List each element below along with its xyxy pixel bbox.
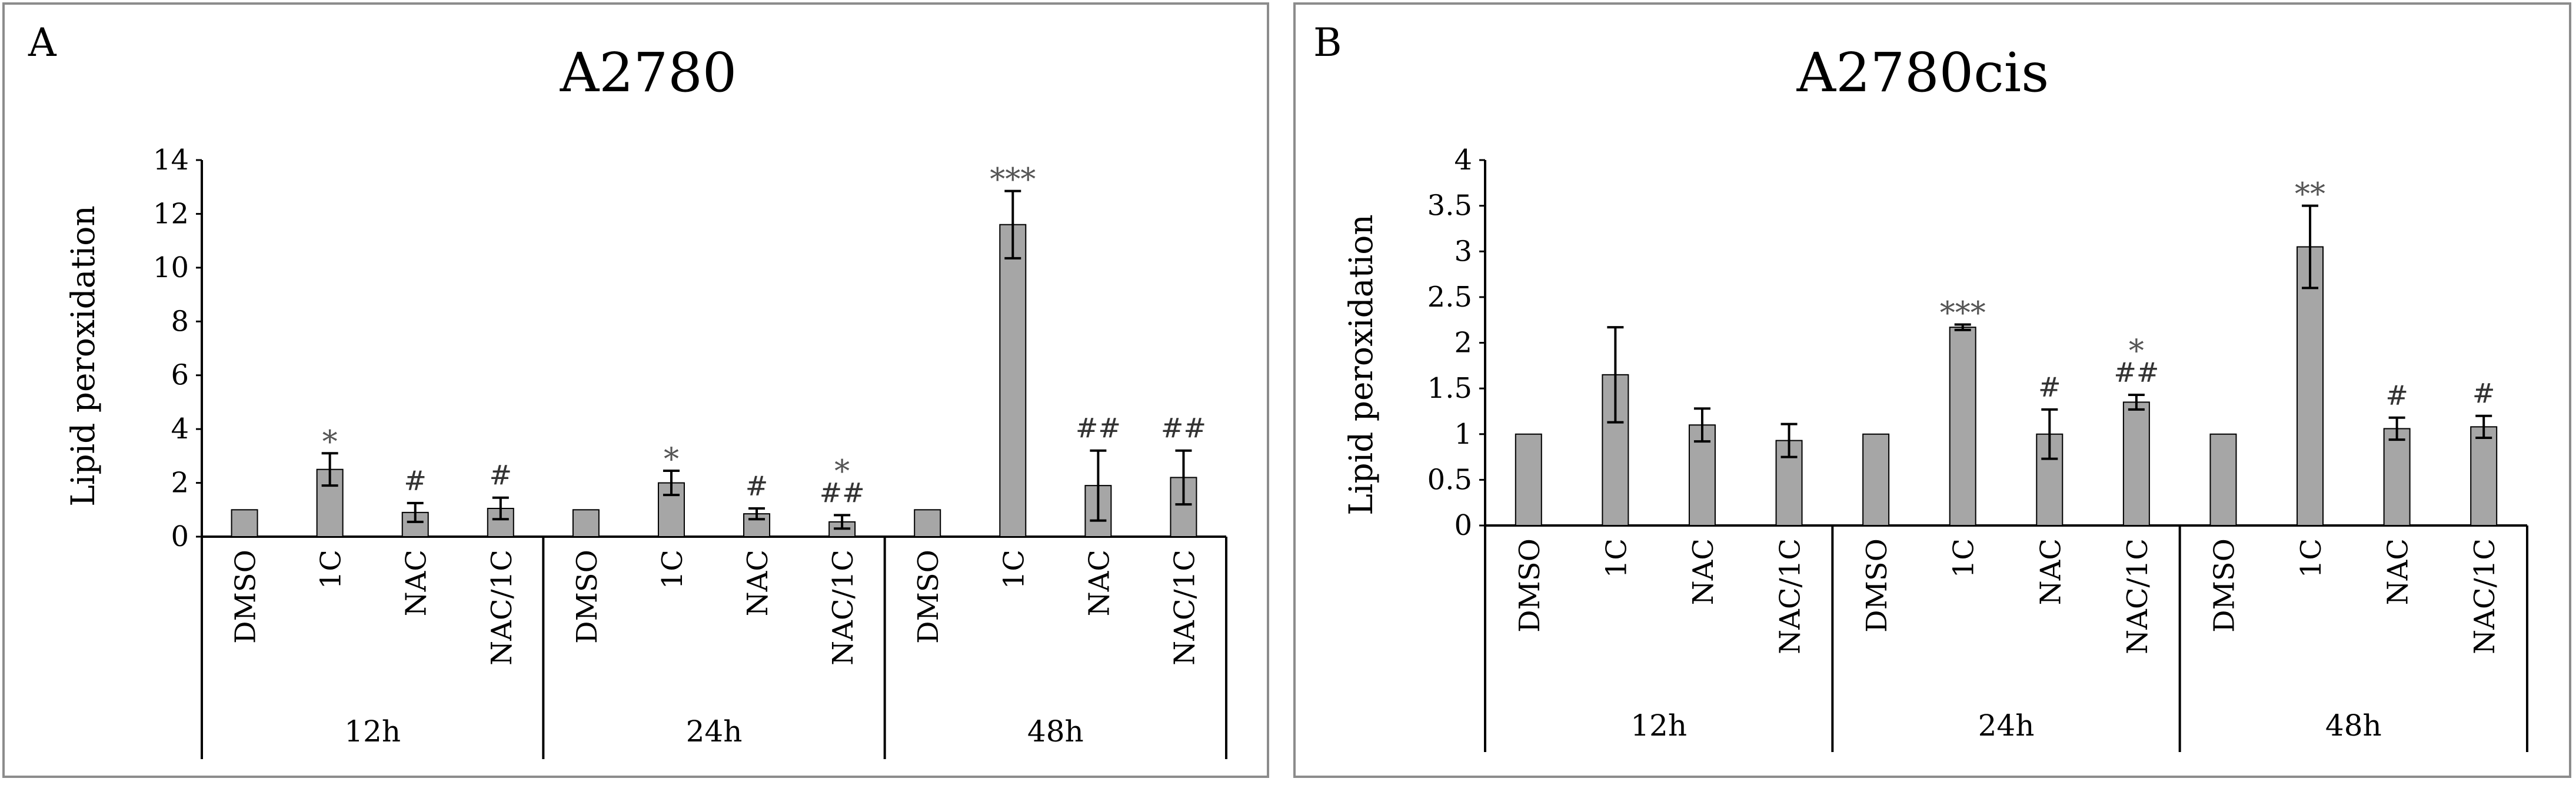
panel-b-significance-label: #	[2038, 371, 2061, 403]
panel-b-group-label: 48h	[2325, 709, 2382, 743]
panel-a-category-label: NAC/1C	[827, 550, 860, 666]
panel-a-title: A2780	[560, 41, 737, 104]
panel-a-significance-label: #	[490, 460, 512, 491]
panel-b-group-label: 12h	[1630, 709, 1687, 743]
panel-b-category-label: NAC	[1687, 538, 1720, 605]
panel-b-y-tick-label: 0.5	[1427, 463, 1472, 496]
panel-b-significance-label: #	[2385, 380, 2408, 411]
panel-b-category-label: NAC/1C	[2468, 538, 2501, 654]
panel-a-category-label: NAC	[741, 550, 774, 616]
panel-b-ylabel: Lipid peroxidation	[1342, 214, 1380, 515]
panel-a-category-label: 1C	[997, 550, 1030, 589]
panel-a-significance-label: #	[745, 470, 768, 502]
panel-b-y-tick-label: 2	[1454, 327, 1472, 360]
panel-a-y-tick-label: 10	[153, 251, 189, 284]
panel-b-category-label: DMSO	[1861, 538, 1893, 633]
panel-a-bar	[232, 510, 258, 537]
panel-b-y-tick-label: 3.5	[1427, 189, 1472, 222]
panel-a-y-tick-label: 8	[171, 305, 189, 338]
panel-b-bar	[1863, 434, 1889, 525]
panel-b-bar	[2384, 428, 2410, 525]
panel-b-significance-label: *	[2129, 334, 2144, 369]
panel-a-y-tick-label: 12	[153, 197, 189, 230]
panel-b-letter: B	[1313, 20, 1342, 65]
panel-b: B A2780cis Lipid peroxidation 0 0.5 1 1.5 2 2…	[1294, 4, 2570, 777]
panel-a-border	[4, 4, 1268, 777]
panel-b-category-label: DMSO	[1513, 538, 1546, 633]
panel-a-category-label: NAC	[400, 550, 433, 616]
panel-a-category-label: DMSO	[571, 550, 604, 644]
panel-a-ylabel: Lipid peroxidation	[64, 205, 102, 507]
panel-a-letter: A	[28, 20, 57, 65]
panel-a-category-label: NAC	[1083, 550, 1116, 616]
panel-a-significance-label: *	[664, 442, 679, 477]
panel-a-category-label: NAC/1C	[485, 550, 518, 666]
panel-a-group-label: 48h	[1027, 714, 1084, 749]
panel-a: A A2780 Lipid peroxidation 0 2 4 6 8 10 12 14 DM…	[4, 4, 1268, 777]
panel-b-y-tick-label: 1	[1454, 418, 1472, 451]
panel-a-significance-label: ***	[990, 162, 1036, 198]
panel-b-category-label: DMSO	[2208, 538, 2241, 633]
panel-a-group-label: 12h	[344, 714, 401, 749]
panel-a-bar	[573, 510, 599, 537]
panel-a-significance-label: *	[834, 454, 850, 489]
panel-b-title: A2780cis	[1796, 41, 2049, 104]
panel-b-category-label: 1C	[1600, 538, 1633, 578]
panel-b-y-tick-label: 0	[1454, 509, 1472, 542]
panel-a-y-tick-label: 2	[171, 467, 189, 500]
panel-a-significance-label: ##	[1161, 413, 1206, 444]
panel-b-category-label: NAC/1C	[1774, 538, 1807, 654]
panel-a-significance-label: #	[404, 465, 427, 497]
panel-a-category-label: 1C	[656, 550, 689, 589]
panel-a-y-tick-label: 4	[171, 413, 189, 445]
panel-b-significance-label: ***	[1940, 295, 1986, 331]
panel-b-bar	[1516, 434, 1542, 525]
panel-a-y-tick-label: 14	[153, 144, 189, 177]
panel-b-bar	[2210, 434, 2236, 525]
panel-a-category-label: 1C	[315, 550, 348, 589]
panel-b-significance-label: #	[2472, 378, 2495, 410]
panel-b-bar	[2124, 402, 2149, 525]
panel-b-y-tick-label: 1.5	[1427, 372, 1472, 405]
panel-a-category-label: NAC/1C	[1168, 550, 1201, 666]
panel-b-group-label: 24h	[1978, 709, 2035, 743]
panel-b-bar	[1950, 327, 1976, 525]
panel-a-significance-label: ##	[1076, 413, 1121, 444]
panel-b-y-tick-label: 2.5	[1427, 281, 1472, 314]
panel-b-category-label: NAC/1C	[2121, 538, 2154, 654]
panel-a-y-tick-label: 0	[171, 520, 189, 553]
panel-a-category-label: DMSO	[229, 550, 262, 644]
panel-a-bar	[914, 510, 940, 537]
panel-b-y-tick-label: 4	[1454, 144, 1472, 177]
panel-a-group-label: 24h	[686, 714, 743, 749]
panel-b-category-label: 1C	[2295, 538, 2328, 578]
panel-b-category-label: 1C	[1948, 538, 1981, 578]
panel-b-category-label: NAC	[2034, 538, 2067, 605]
panel-b-category-label: NAC	[2382, 538, 2415, 605]
panel-b-bar	[2471, 427, 2497, 525]
panel-a-y-tick-label: 6	[171, 359, 189, 392]
figure-canvas: A A2780 Lipid peroxidation 02468101214DM…	[0, 0, 2576, 785]
panel-a-category-label: DMSO	[912, 550, 945, 644]
panel-b-significance-label: **	[2295, 177, 2325, 212]
panel-b-y-tick-label: 3	[1454, 235, 1472, 268]
panel-a-significance-label: *	[322, 424, 338, 460]
panel-a-bar	[1000, 225, 1026, 537]
